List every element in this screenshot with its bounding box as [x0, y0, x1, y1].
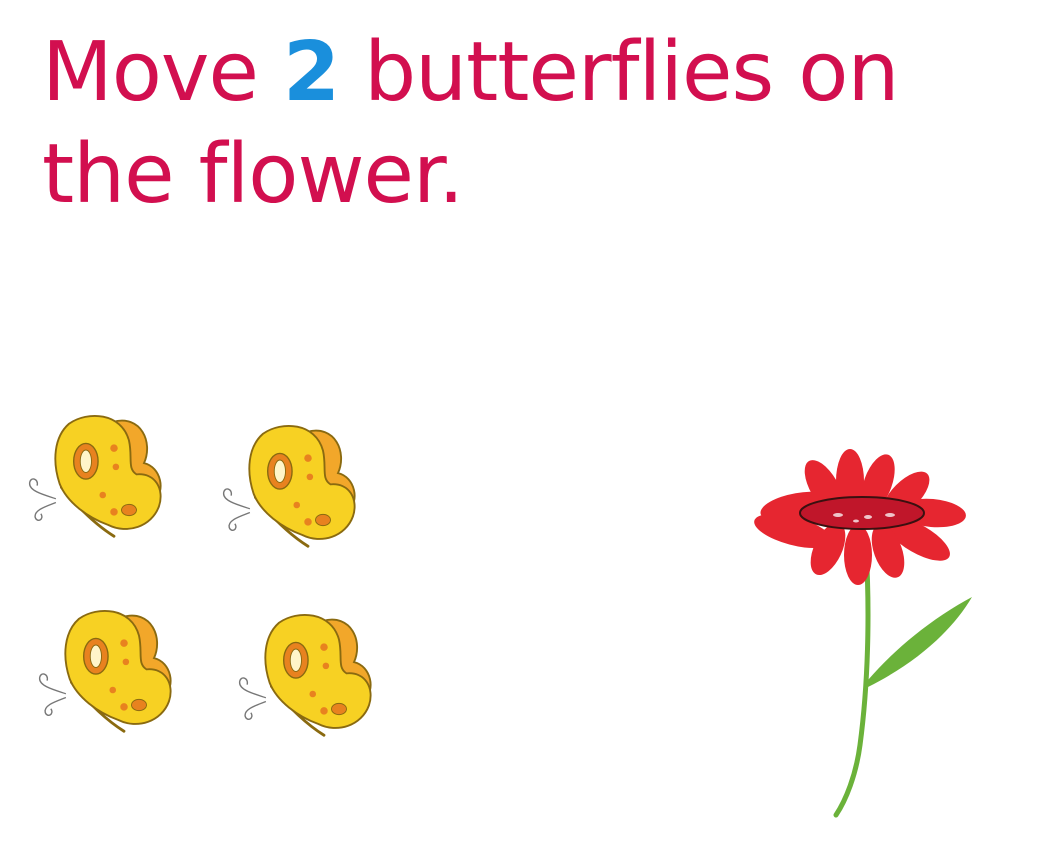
- butterfly-icon: [222, 424, 357, 548]
- butterfly-icon: [28, 414, 163, 538]
- instruction-line2: the flower.: [42, 127, 464, 222]
- flower-icon: [754, 449, 972, 818]
- butterfly-1[interactable]: [24, 405, 174, 555]
- instruction-line1-rest: butterflies on: [364, 25, 899, 120]
- butterfly-count-number: 2: [282, 25, 340, 120]
- butterfly-3[interactable]: [34, 600, 184, 750]
- butterfly-icon: [38, 609, 173, 733]
- instruction-text: Move 2 butterflies on the flower.: [42, 22, 1022, 226]
- butterfly-4[interactable]: [234, 604, 384, 754]
- butterfly-icon: [238, 613, 373, 737]
- butterfly-2[interactable]: [218, 415, 368, 565]
- instruction-word-move: Move: [42, 25, 259, 120]
- flower-drop-target[interactable]: [738, 449, 978, 820]
